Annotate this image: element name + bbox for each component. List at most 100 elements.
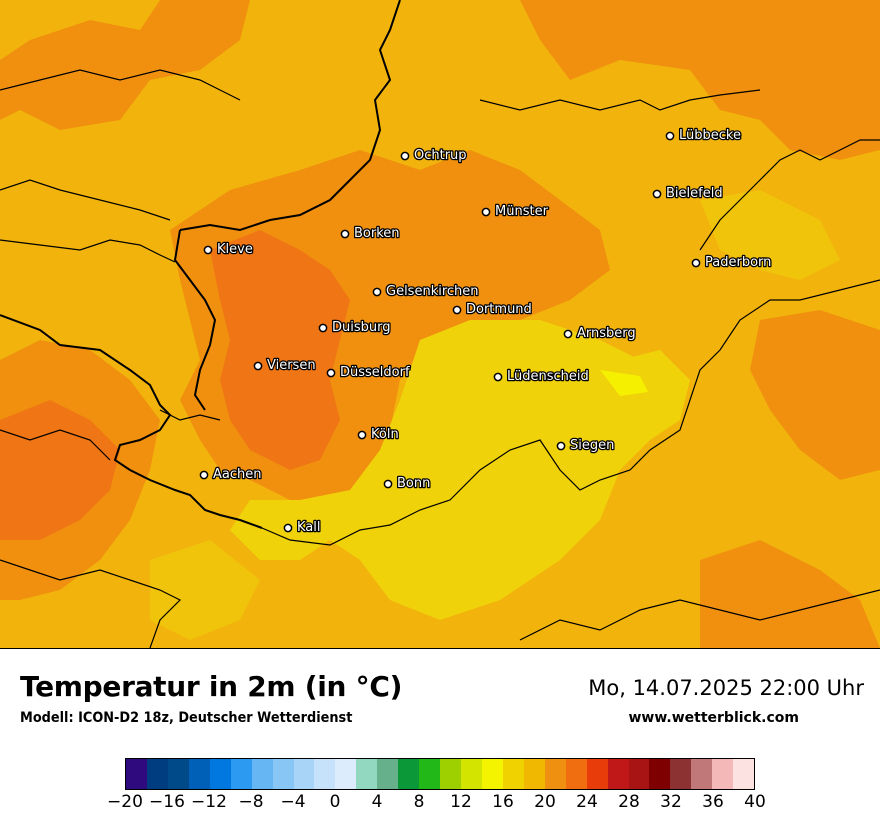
border-prov-be — [0, 429, 111, 461]
legend-swatch — [209, 759, 231, 789]
city-dot — [691, 258, 701, 268]
field-mid-eifel — [150, 540, 260, 640]
city-dot — [493, 372, 503, 382]
city-label: Lüdenscheid — [507, 369, 589, 384]
legend-swatch — [461, 759, 482, 789]
city-label: Viersen — [267, 358, 316, 373]
border-nrw-ns — [479, 89, 761, 111]
legend-tick-label: −12 — [191, 792, 227, 812]
border-nrw-west — [173, 229, 217, 411]
city-dot — [452, 305, 462, 315]
model-info: Modell: ICON-D2 18z, Deutscher Wetterdie… — [20, 710, 353, 726]
legend-swatch — [293, 759, 315, 789]
city-dot — [665, 131, 675, 141]
city-bonn[interactable]: Bonn — [383, 475, 432, 492]
city-label: Münster — [495, 204, 549, 219]
legend-tick-label: 4 — [371, 792, 383, 812]
legend-swatch — [586, 759, 608, 789]
legend-tick-label: 36 — [702, 792, 724, 812]
city-dot — [556, 441, 566, 451]
legend-tick-label: 0 — [329, 792, 341, 812]
color-legend — [125, 758, 755, 790]
city-dot — [563, 329, 573, 339]
city-kleve[interactable]: Kleve — [203, 241, 254, 258]
city-bielefeld[interactable]: Bielefeld — [652, 185, 724, 202]
legend-swatch — [544, 759, 566, 789]
city-label: Düsseldorf — [340, 365, 410, 380]
city-label: Lübbecke — [679, 128, 741, 143]
legend-tick-label: 40 — [744, 792, 766, 812]
legend-swatch — [565, 759, 587, 789]
legend-tick-label: 8 — [413, 792, 425, 812]
city-luedenscheid[interactable]: Lüdenscheid — [493, 368, 590, 385]
city-ochtrup[interactable]: Ochtrup — [400, 147, 468, 164]
temperature-map[interactable]: Lübbecke Ochtrup Bielefeld Münster Borke… — [0, 0, 880, 649]
city-muenster[interactable]: Münster — [481, 203, 550, 220]
city-arnsberg[interactable]: Arnsberg — [563, 325, 637, 342]
city-label: Bielefeld — [666, 186, 723, 201]
legend-swatch — [146, 759, 168, 789]
field-hot-west — [0, 400, 120, 540]
city-luebbecke[interactable]: Lübbecke — [665, 127, 742, 144]
border-nrw-south — [261, 279, 880, 546]
city-viersen[interactable]: Viersen — [253, 357, 317, 374]
legend-swatch — [649, 759, 671, 789]
border-prov-nl-2 — [0, 179, 171, 221]
city-label: Kleve — [217, 242, 253, 257]
legend-swatch — [523, 759, 545, 789]
city-dot — [383, 479, 393, 489]
city-duisburg[interactable]: Duisburg — [318, 319, 392, 336]
field-warm-east — [750, 310, 880, 480]
city-dot — [199, 470, 209, 480]
border-nl-de — [0, 314, 263, 529]
border-nrw-north — [179, 0, 401, 232]
city-dot — [318, 323, 328, 333]
legend-tick-label: 12 — [450, 792, 472, 812]
city-label: Köln — [371, 427, 399, 442]
legend-ticks: −20 −16 −12 −8 −4 0 4 8 12 16 20 24 28 32 36 40 — [107, 792, 766, 822]
city-paderborn[interactable]: Paderborn — [691, 254, 773, 271]
border-prov-nl-1 — [0, 69, 241, 101]
city-dot — [340, 229, 350, 239]
field-hot-rhine — [210, 230, 350, 470]
city-label: Bonn — [397, 476, 430, 491]
legend-swatch — [314, 759, 336, 789]
legend-tick-label: −4 — [280, 792, 306, 812]
map-title: Temperatur in 2m (in °C) — [20, 670, 403, 703]
legend-swatch — [377, 759, 399, 789]
legend-swatch — [481, 759, 503, 789]
legend-tick-label: 20 — [534, 792, 556, 812]
field-warm-ne — [520, 0, 880, 160]
field-mid-paderborn — [700, 190, 840, 280]
field-warm-se — [700, 540, 880, 648]
field-coolest-patch — [600, 370, 648, 396]
legend-swatch — [440, 759, 461, 789]
city-koeln[interactable]: Köln — [357, 426, 400, 443]
website-label[interactable]: www.wetterblick.com — [628, 710, 800, 726]
legend-tick-label: 28 — [618, 792, 640, 812]
border-nrw-ni-east — [699, 139, 880, 251]
legend-swatch — [126, 759, 147, 789]
border-local — [159, 409, 221, 421]
city-siegen[interactable]: Siegen — [556, 437, 616, 454]
legend-swatch — [691, 759, 713, 789]
city-dot — [357, 430, 367, 440]
city-dot — [481, 207, 491, 217]
legend-tick-label: 16 — [492, 792, 514, 812]
city-label: Dortmund — [466, 302, 532, 317]
legend-swatch — [272, 759, 294, 789]
border-be-lux — [0, 559, 182, 648]
legend-tick-label: −8 — [238, 792, 264, 812]
city-label: Kall — [297, 520, 321, 535]
city-dot — [203, 245, 213, 255]
city-label: Duisburg — [332, 320, 391, 335]
city-kall[interactable]: Kall — [283, 519, 322, 536]
city-aachen[interactable]: Aachen — [199, 466, 263, 483]
city-borken[interactable]: Borken — [340, 225, 401, 242]
city-dortmund[interactable]: Dortmund — [452, 301, 533, 318]
field-warm-nw — [0, 0, 250, 130]
legend-swatch — [251, 759, 273, 789]
city-gelsenkirchen[interactable]: Gelsenkirchen — [372, 283, 480, 300]
city-duesseldorf[interactable]: Düsseldorf — [326, 364, 411, 381]
city-label: Arnsberg — [577, 326, 636, 341]
